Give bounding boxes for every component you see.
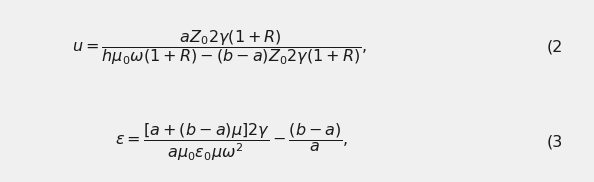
Text: (3: (3 — [546, 134, 563, 149]
Text: $u = \dfrac{aZ_0 2\gamma(1+R)}{h\mu_0\omega(1+R)-(b-a)Z_0 2\gamma(1+R)},$: $u = \dfrac{aZ_0 2\gamma(1+R)}{h\mu_0\om… — [72, 28, 368, 67]
Text: (2: (2 — [546, 40, 563, 55]
Text: $\epsilon = \dfrac{[a+(b-a)\mu]2\gamma}{a\mu_0\epsilon_0\mu\omega^2} - \dfrac{(b: $\epsilon = \dfrac{[a+(b-a)\mu]2\gamma}{… — [115, 121, 348, 163]
